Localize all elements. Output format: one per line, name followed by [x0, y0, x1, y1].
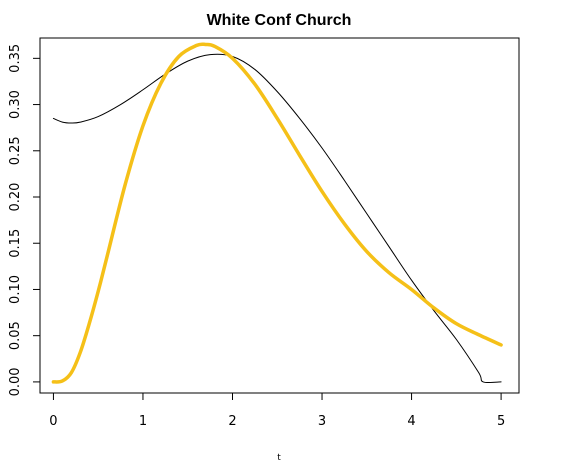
x-tick-label: 5 [497, 414, 505, 429]
series-line-1 [51, 42, 503, 384]
y-tick-label: 0.25 [8, 136, 23, 165]
y-axis: 0.00 0.05 0.10 0.15 0.20 0.25 0.30 0.35 [8, 44, 41, 396]
x-tick-label: 2 [228, 414, 236, 429]
y-tick-label: 0.05 [8, 321, 23, 350]
x-tick-label: 4 [407, 414, 415, 429]
series-line-0 [52, 53, 502, 384]
series-layer [51, 42, 503, 384]
y-tick-label: 0.35 [8, 44, 23, 73]
x-axis: 0 1 2 3 4 5 [49, 392, 505, 429]
y-tick-label: 0.30 [8, 90, 23, 119]
chart-title: White Conf Church [207, 12, 352, 29]
y-tick-label: 0.00 [8, 367, 23, 396]
x-axis-label: t [277, 453, 281, 461]
x-tick-label: 3 [318, 414, 326, 429]
plot-frame [39, 37, 520, 394]
y-tick-label: 0.15 [8, 229, 23, 258]
y-tick-label: 0.10 [8, 275, 23, 304]
x-tick-label: 0 [49, 414, 57, 429]
y-tick-label: 0.20 [8, 183, 23, 212]
x-tick-label: 1 [139, 414, 147, 429]
